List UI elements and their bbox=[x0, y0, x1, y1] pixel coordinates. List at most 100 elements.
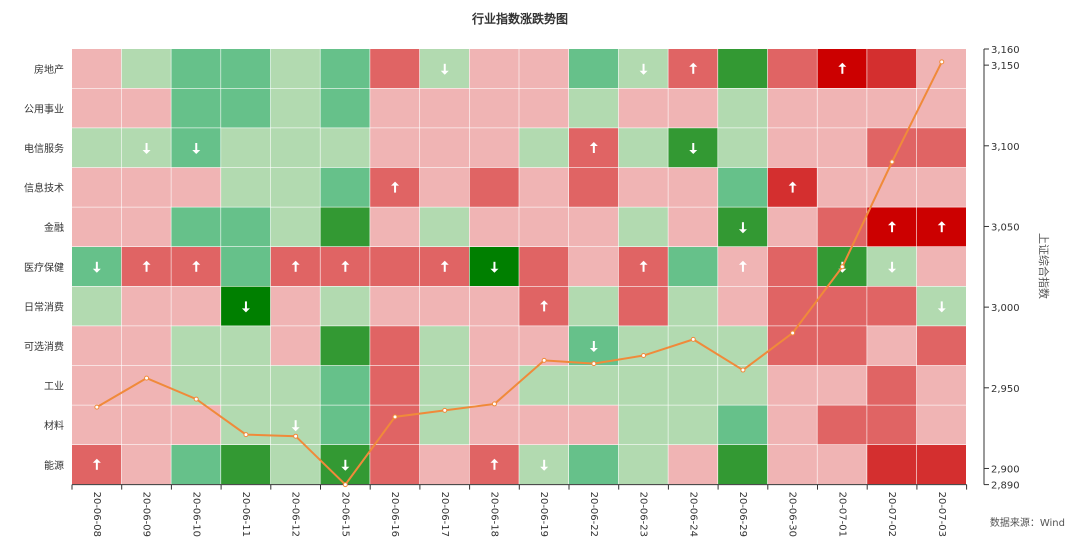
index-point bbox=[541, 357, 547, 363]
date-tick-label: 20-06-15 bbox=[339, 492, 350, 537]
heatmap-cell bbox=[270, 49, 320, 88]
heatmap-cell bbox=[419, 88, 469, 128]
up-arrow-icon bbox=[341, 260, 350, 272]
heatmap-cell bbox=[767, 247, 817, 286]
heatmap-cell bbox=[171, 49, 221, 88]
heatmap-cell bbox=[320, 286, 370, 326]
industry-label: 工业 bbox=[44, 381, 64, 393]
industry-label: 日常消费 bbox=[24, 300, 64, 313]
heatmap-cell bbox=[121, 88, 171, 128]
heatmap-cell bbox=[916, 326, 966, 366]
date-tick-label: 20-06-30 bbox=[787, 492, 798, 537]
heatmap-cell bbox=[221, 326, 271, 366]
heatmap-cell bbox=[916, 167, 966, 207]
index-point bbox=[889, 159, 895, 165]
heatmap-cell bbox=[419, 167, 469, 207]
up-arrow-icon bbox=[738, 260, 747, 272]
heatmap-cell bbox=[72, 128, 122, 168]
date-tick-label: 20-06-11 bbox=[240, 492, 251, 537]
heatmap-cell bbox=[72, 286, 122, 326]
date-tick-label: 20-06-12 bbox=[290, 492, 301, 537]
heatmap-cell bbox=[419, 207, 469, 247]
heatmap-cell bbox=[221, 405, 271, 445]
down-arrow-icon bbox=[490, 261, 499, 273]
heatmap-cell bbox=[72, 207, 122, 247]
heatmap-cell bbox=[718, 286, 768, 326]
heatmap-cell bbox=[221, 167, 271, 207]
date-tick-label: 20-06-09 bbox=[141, 492, 152, 537]
down-arrow-icon bbox=[689, 143, 698, 154]
heatmap-cell bbox=[618, 286, 668, 326]
heatmap-cell bbox=[767, 49, 817, 88]
heatmap-cell bbox=[370, 247, 420, 286]
heatmap-cell bbox=[370, 49, 420, 88]
heatmap-cell bbox=[718, 88, 768, 128]
heatmap-cell bbox=[270, 167, 320, 207]
date-tick-label: 20-07-01 bbox=[836, 492, 847, 537]
index-point bbox=[790, 330, 796, 336]
heatmap-cell bbox=[618, 167, 668, 207]
heatmap-cell bbox=[370, 326, 420, 366]
heatmap-cell bbox=[767, 365, 817, 405]
heatmap-cell bbox=[916, 365, 966, 405]
heatmap-cell bbox=[469, 405, 519, 445]
heatmap-cell bbox=[121, 445, 171, 484]
heatmap-cell bbox=[121, 207, 171, 247]
down-arrow-icon bbox=[937, 301, 946, 313]
heatmap-cell bbox=[817, 326, 867, 366]
heatmap-cell bbox=[469, 88, 519, 128]
right-tick-label: 2,900 bbox=[991, 464, 1020, 475]
heatmap-cell bbox=[767, 207, 817, 247]
right-tick-label: 3,100 bbox=[991, 142, 1020, 153]
industry-label: 可选消费 bbox=[24, 340, 64, 353]
date-tick-label: 20-06-23 bbox=[638, 492, 649, 537]
industry-label: 医疗保健 bbox=[24, 261, 64, 274]
down-arrow-icon bbox=[341, 459, 350, 471]
heatmap-cell bbox=[370, 207, 420, 247]
industry-label: 材料 bbox=[44, 419, 64, 432]
date-tick-label: 20-06-08 bbox=[91, 492, 102, 537]
heatmap-cell bbox=[618, 207, 668, 247]
down-arrow-icon bbox=[92, 261, 101, 273]
heatmap-cell bbox=[618, 405, 668, 445]
heatmap-cell bbox=[121, 405, 171, 445]
heatmap-cell bbox=[817, 88, 867, 128]
up-arrow-icon bbox=[92, 458, 101, 470]
down-arrow-icon bbox=[738, 222, 747, 234]
index-point bbox=[442, 407, 448, 413]
down-arrow-icon bbox=[291, 420, 300, 432]
heatmap-cell bbox=[519, 365, 569, 405]
heatmap-cell bbox=[320, 88, 370, 128]
heatmap-cell bbox=[668, 167, 718, 207]
up-arrow-icon bbox=[142, 260, 151, 272]
heatmap-cell bbox=[569, 167, 619, 207]
heatmap-cell bbox=[519, 49, 569, 88]
index-point bbox=[740, 367, 746, 373]
heatmap-cell bbox=[320, 49, 370, 88]
heatmap-cell bbox=[867, 326, 917, 366]
heatmap-cell bbox=[221, 445, 271, 484]
heatmap-cell bbox=[171, 88, 221, 128]
up-arrow-icon bbox=[838, 62, 847, 74]
heatmap-cell bbox=[370, 128, 420, 168]
down-arrow-icon bbox=[540, 459, 549, 471]
up-arrow-icon bbox=[490, 458, 499, 470]
up-arrow-icon bbox=[937, 221, 946, 233]
heatmap-cell bbox=[519, 207, 569, 247]
down-arrow-icon bbox=[888, 261, 897, 273]
industry-label: 金融 bbox=[44, 221, 64, 234]
date-tick-label: 20-06-19 bbox=[538, 492, 549, 537]
heatmap-cell bbox=[817, 405, 867, 445]
heatmap-cell bbox=[469, 207, 519, 247]
heatmap-cell bbox=[569, 247, 619, 286]
right-axis: 2,890 2,900 2,950 3,000 3,050 3,100 3,150 3,160 bbox=[983, 45, 1020, 492]
heatmap-cell bbox=[469, 365, 519, 405]
heatmap-cell bbox=[519, 167, 569, 207]
heatmap-cell bbox=[916, 88, 966, 128]
heatmap-cell bbox=[668, 365, 718, 405]
down-arrow-icon bbox=[589, 341, 598, 352]
down-arrow-icon bbox=[241, 301, 250, 313]
up-arrow-icon bbox=[540, 300, 549, 312]
